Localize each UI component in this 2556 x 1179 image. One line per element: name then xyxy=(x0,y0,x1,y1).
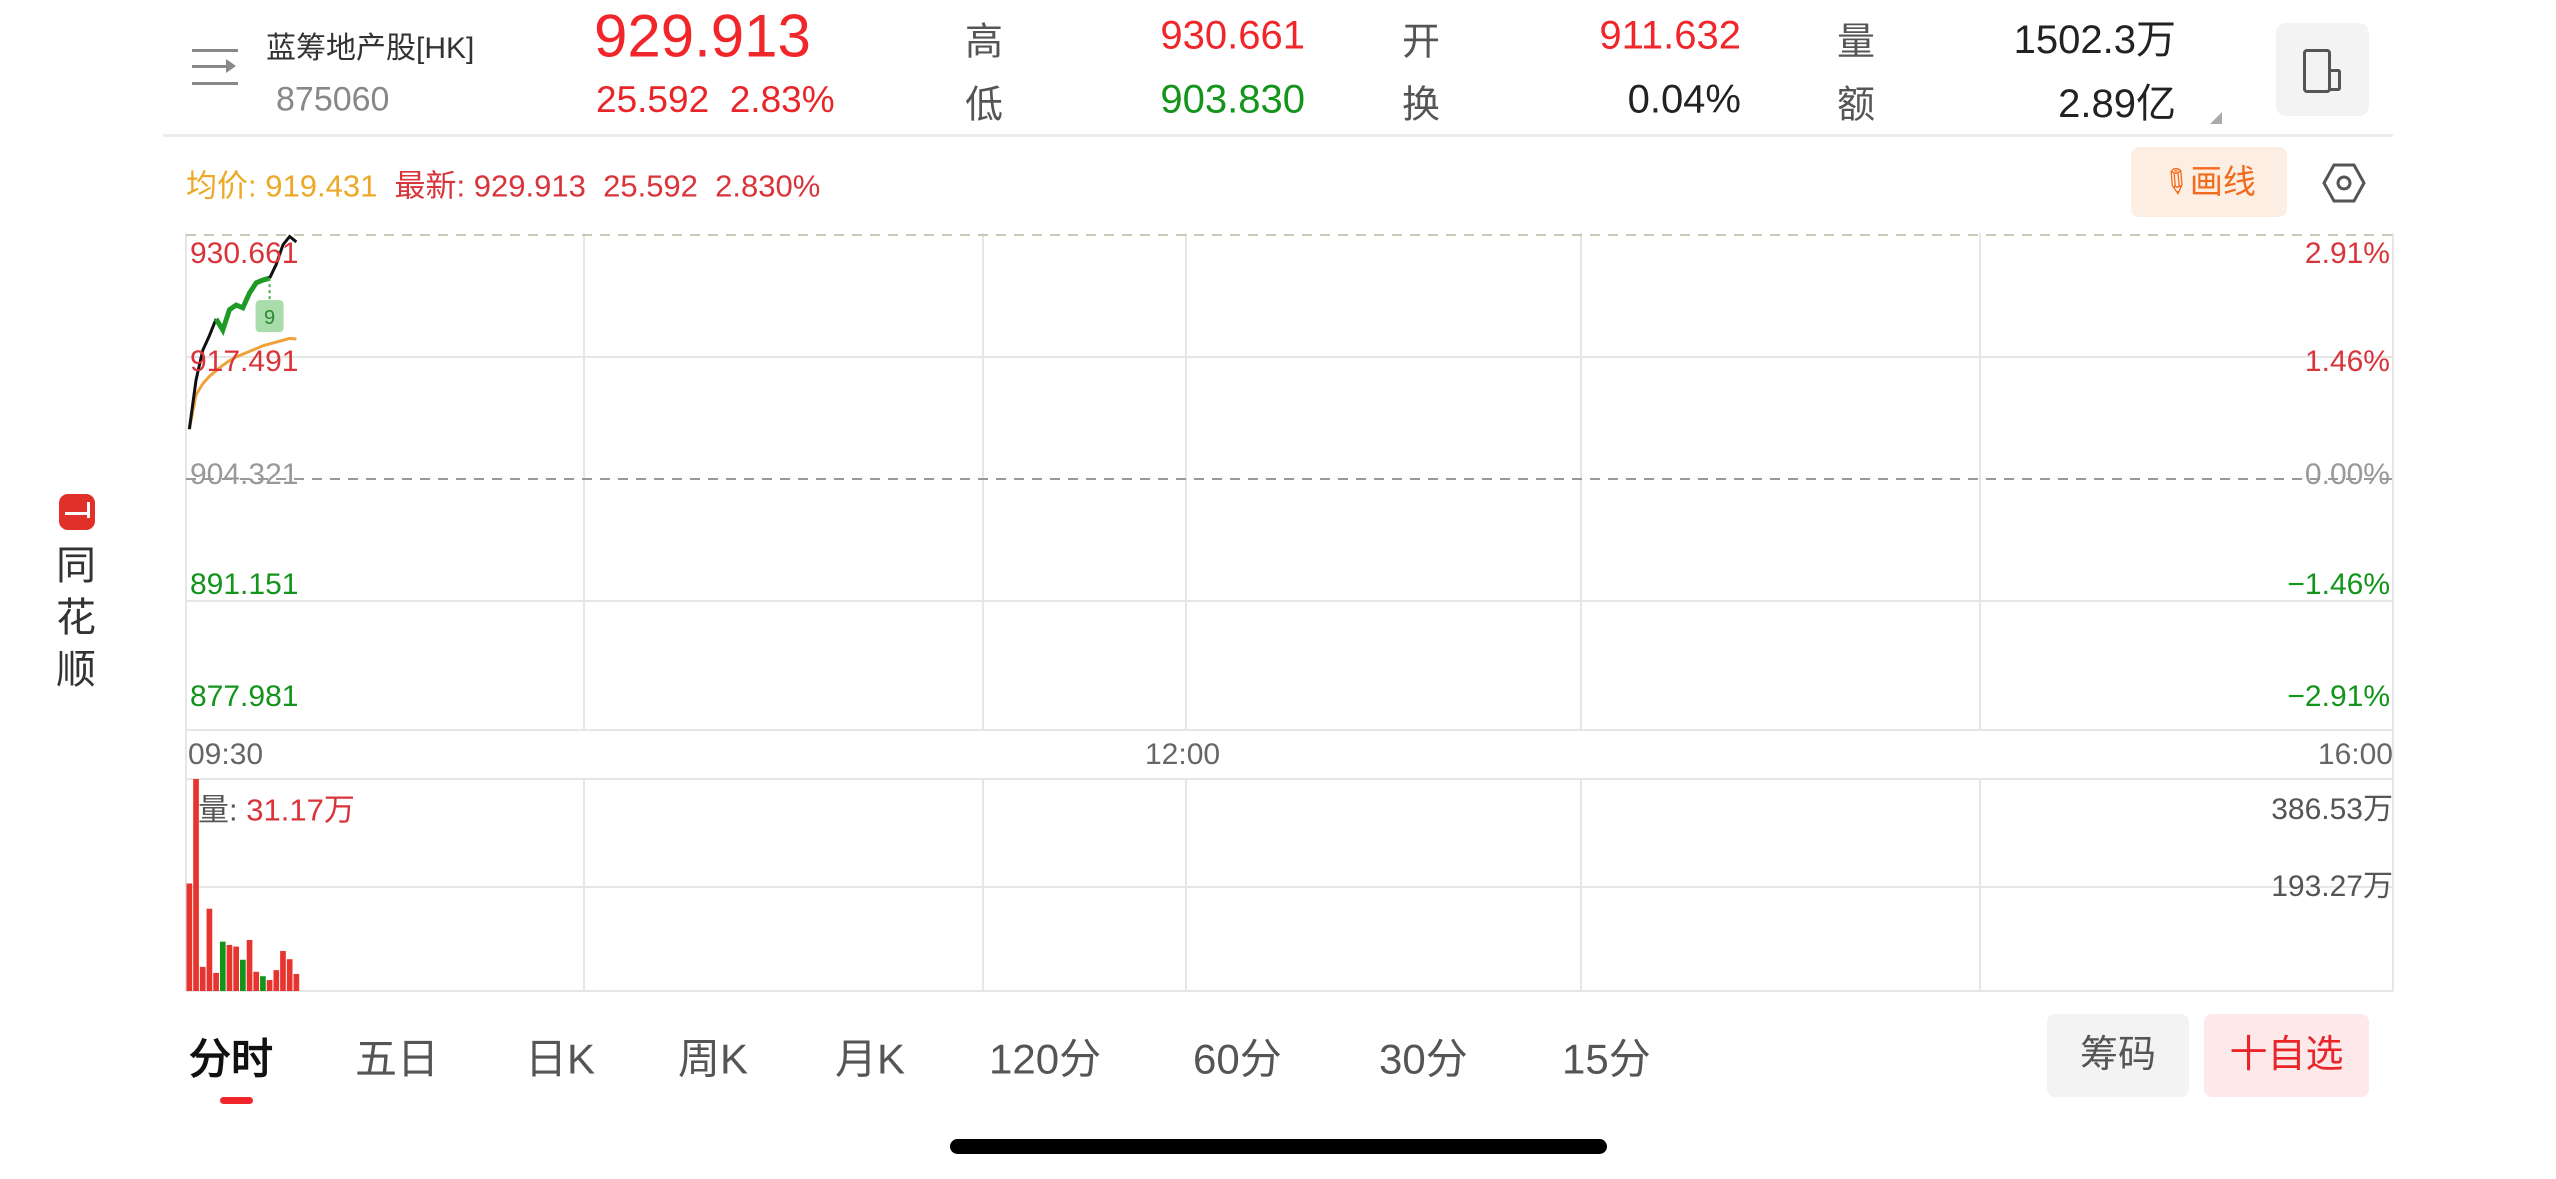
y-left-tick: 877.981 xyxy=(190,680,299,713)
add-watchlist-button[interactable]: 十自选 xyxy=(2204,1014,2369,1097)
volume-layer xyxy=(186,779,300,991)
tab-30min[interactable]: 30分 xyxy=(1379,1035,1468,1083)
volume-bar xyxy=(253,971,260,991)
volume-bar xyxy=(199,966,206,991)
avg-price-line xyxy=(187,336,297,430)
volume-readout: 量: 31.17万 xyxy=(198,785,355,830)
stat-volume-value: 1502.3万 xyxy=(2013,18,2176,62)
stock-name: 蓝筹地产股[HK] xyxy=(266,32,475,65)
chips-button[interactable]: 筹码 xyxy=(2047,1014,2189,1097)
y-right-tick: −2.91% xyxy=(2287,680,2390,713)
volume-bar xyxy=(273,970,280,991)
volume-bar xyxy=(186,883,193,991)
volume-bar xyxy=(226,944,233,991)
tab-active-indicator xyxy=(220,1097,253,1104)
header-divider xyxy=(163,134,2393,137)
chart-grid xyxy=(185,233,2394,992)
home-indicator[interactable] xyxy=(950,1139,1607,1154)
stat-high-label: 高 xyxy=(965,21,1004,64)
info-bar: 均价: 919.431 最新: 929.913 25.592 2.830% xyxy=(186,161,820,206)
tonghuashun-logo-icon xyxy=(59,494,95,530)
volume-bar xyxy=(219,941,226,991)
landscape-button[interactable] xyxy=(2276,23,2369,116)
y-left-tick: 891.151 xyxy=(190,568,299,601)
y-left-tick: 917.491 xyxy=(190,345,299,378)
logo-char: 同 xyxy=(56,544,96,588)
tab-120min[interactable]: 120分 xyxy=(989,1035,1102,1083)
x-tick: 09:30 xyxy=(188,738,264,771)
menu-arrow-icon[interactable] xyxy=(192,49,240,85)
volume-bar xyxy=(240,959,246,991)
y-right-tick: −1.46% xyxy=(2287,568,2390,601)
volume-bar xyxy=(266,980,273,991)
avg-price-value: 919.431 xyxy=(265,168,378,204)
y-right-tick: 0.00% xyxy=(2304,458,2390,491)
stat-low-label: 低 xyxy=(965,84,1004,127)
y-left-tick: 904.321 xyxy=(190,458,299,491)
volume-bar xyxy=(286,959,293,991)
stat-open-label: 开 xyxy=(1402,21,1441,64)
tab-monthly-k[interactable]: 月K xyxy=(835,1035,906,1083)
price-line-segment xyxy=(213,275,271,337)
signal-marker-label: 9 xyxy=(264,307,275,329)
change-value: 25.592 xyxy=(596,79,710,120)
stat-amount-value: 2.89亿 xyxy=(2058,82,2176,126)
expand-triangle-icon[interactable] xyxy=(2210,112,2222,124)
y-left-tick: 930.661 xyxy=(190,237,299,270)
x-tick: 12:00 xyxy=(1145,738,1221,771)
volume-bar xyxy=(206,908,213,991)
logo-char: 花 xyxy=(56,596,96,640)
logo-char: 顺 xyxy=(56,648,96,692)
draw-line-label: 画线 xyxy=(2189,163,2256,200)
tab-fenshi[interactable]: 分时 xyxy=(189,1035,274,1083)
latest-percent: 2.830% xyxy=(715,168,821,204)
price-layer: 9 xyxy=(187,234,298,430)
tab-five-day[interactable]: 五日 xyxy=(355,1035,440,1083)
stat-low-value: 903.830 xyxy=(1160,77,1305,122)
hexagon-settings-icon[interactable] xyxy=(2322,161,2366,205)
stat-open-value: 911.632 xyxy=(1599,13,1741,58)
volume-current: 31.17万 xyxy=(246,792,355,828)
stat-high-value: 930.661 xyxy=(1160,13,1305,58)
price-line-segment xyxy=(268,234,298,279)
price-change: 25.592 2.83% xyxy=(596,79,835,121)
avg-price-label: 均价: xyxy=(186,168,257,204)
volume-bar xyxy=(260,976,266,991)
volume-bar xyxy=(280,950,286,991)
stat-amount-label: 额 xyxy=(1837,84,1876,127)
volume-bar xyxy=(193,779,199,991)
volume-bar xyxy=(213,972,219,991)
y-right-tick: 1.46% xyxy=(2304,345,2390,378)
volume-bar xyxy=(246,939,253,991)
side-logo-text: 同 花 顺 xyxy=(56,540,100,696)
current-price: 929.913 xyxy=(594,2,811,70)
latest-change: 25.592 xyxy=(603,168,698,204)
tab-60min[interactable]: 60分 xyxy=(1193,1035,1282,1083)
draw-line-button[interactable]: ✎画线 xyxy=(2131,147,2287,217)
y-right-tick: 2.91% xyxy=(2304,237,2390,270)
x-tick: 16:00 xyxy=(2317,738,2393,771)
signal-marker xyxy=(255,300,284,333)
tab-15min[interactable]: 15分 xyxy=(1562,1035,1651,1083)
volume-y-tick: 386.53万 xyxy=(2271,793,2393,826)
tab-daily-k[interactable]: 日K xyxy=(525,1035,596,1083)
tab-weekly-k[interactable]: 周K xyxy=(678,1035,749,1083)
stat-turnover-label: 换 xyxy=(1402,84,1441,127)
change-percent: 2.83% xyxy=(729,79,835,120)
price-line-segment xyxy=(187,318,218,430)
stock-code: 875060 xyxy=(276,80,390,119)
stat-volume-label: 量 xyxy=(1837,21,1876,64)
volume-y-tick: 193.27万 xyxy=(2271,870,2393,903)
volume-label: 量: xyxy=(198,792,238,828)
latest-label: 最新: xyxy=(394,168,466,204)
stat-turnover-value: 0.04% xyxy=(1627,77,1741,122)
volume-bar xyxy=(293,973,300,991)
volume-bar xyxy=(233,946,240,991)
latest-value: 929.913 xyxy=(473,168,586,204)
